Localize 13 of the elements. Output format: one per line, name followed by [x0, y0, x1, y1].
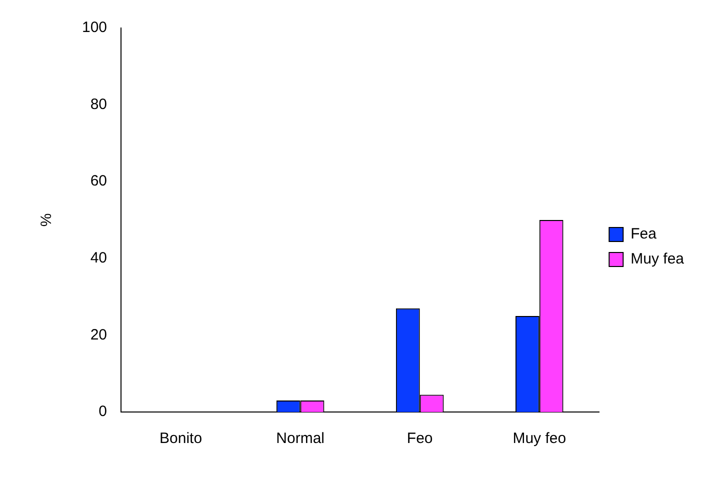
y-tick-label: 40: [90, 250, 108, 267]
legend-label: Muy fea: [630, 250, 685, 268]
x-tick-label: Normal: [276, 430, 324, 448]
y-tick-label: 80: [90, 96, 108, 113]
y-tick-label: 20: [90, 326, 108, 344]
x-tick-label: Bonito: [160, 430, 202, 448]
x-tick-label: Muy feo: [512, 430, 566, 448]
legend-label: Fea: [630, 226, 658, 243]
x-tick-label: Feo: [406, 430, 433, 448]
y-tick-label: 0: [98, 403, 108, 420]
y-tick-label: 100: [82, 19, 108, 36]
y-axis-title: %: [38, 213, 56, 227]
y-tick-label: 60: [90, 172, 108, 190]
